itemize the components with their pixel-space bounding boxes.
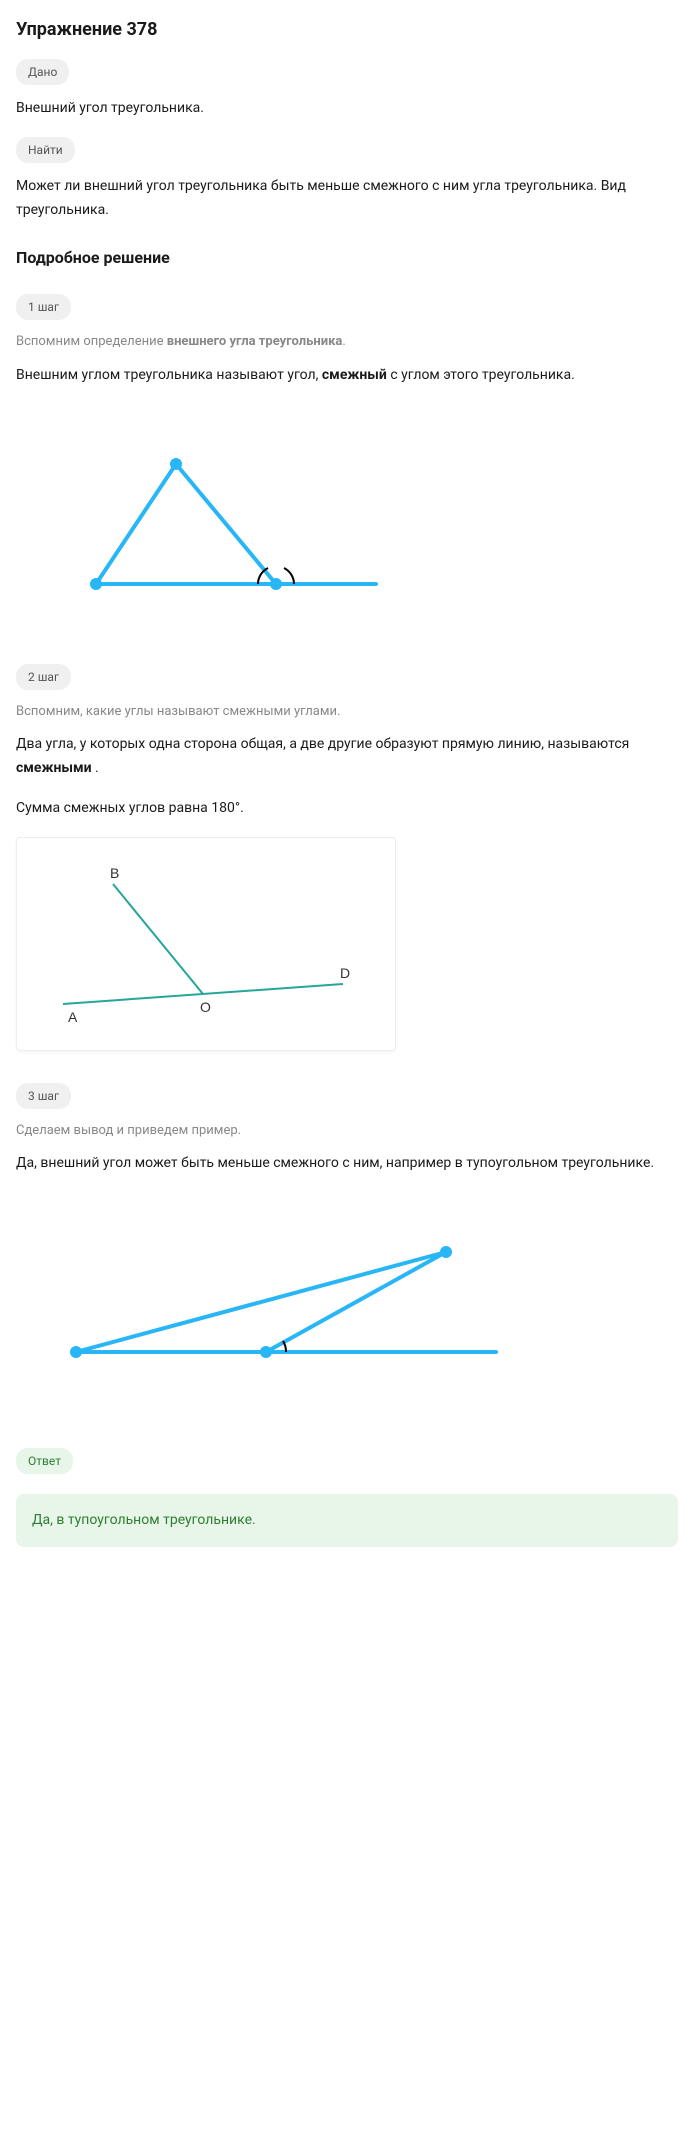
step1-text: Внешним углом треугольника называют угол…: [16, 364, 678, 388]
step2-diagram: A B O D: [16, 837, 396, 1051]
svg-text:O: O: [200, 999, 211, 1015]
step1-diagram: [16, 404, 678, 624]
svg-text:B: B: [110, 865, 119, 881]
step3-subtext: Сделаем вывод и приведем пример.: [16, 1121, 678, 1141]
step2-text: Два угла, у которых одна сторона общая, …: [16, 733, 678, 781]
step3-badge: 3 шаг: [16, 1083, 71, 1109]
find-text: Может ли внешний угол треугольника быть …: [16, 175, 678, 223]
step3-diagram: [16, 1192, 678, 1392]
step2-extra-text: Сумма смежных углов равна 180°.: [16, 797, 678, 821]
find-badge: Найти: [16, 137, 75, 163]
given-badge: Дано: [16, 59, 69, 85]
step3-text: Да, внешний угол может быть меньше смежн…: [16, 1152, 678, 1176]
step2-badge: 2 шаг: [16, 664, 71, 690]
answer-text: Да, в тупоугольном треугольнике.: [16, 1494, 678, 1547]
solution-heading: Подробное решение: [16, 246, 678, 270]
answer-badge: Ответ: [16, 1448, 73, 1474]
svg-text:D: D: [340, 965, 350, 981]
step1-badge: 1 шаг: [16, 294, 71, 320]
step1-subtext: Вспомним определение внешнего угла треуг…: [16, 332, 678, 352]
step2-subtext: Вспомним, какие углы называют смежными у…: [16, 702, 678, 722]
given-text: Внешний угол треугольника.: [16, 97, 678, 121]
exercise-title: Упражнение 378: [16, 16, 678, 43]
svg-text:A: A: [68, 1009, 78, 1025]
